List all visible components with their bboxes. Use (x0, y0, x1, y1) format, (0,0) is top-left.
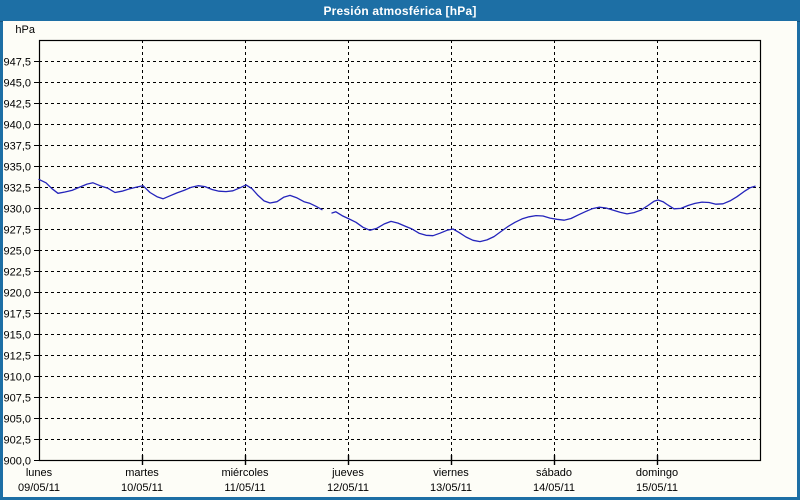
chart-content: 947,5 945,0 942,5 940,0 937,5 935,0 932,5 930,0… (3, 21, 797, 497)
y-tick-label: 910,0 (3, 372, 31, 384)
chart-title: Presión atmosférica [hPa] (323, 3, 477, 18)
y-tick-label: 937,5 (3, 141, 31, 153)
y-tick-label: 932,5 (3, 183, 31, 195)
y-tick-label: 940,0 (3, 120, 31, 132)
pressure-line-segment (331, 185, 756, 243)
x-tick-day-label: domingo (636, 467, 678, 479)
y-tick-label: 935,0 (3, 162, 31, 174)
x-tick-date-label: 12/05/11 (327, 482, 369, 494)
chart-title-bar: Presión atmosférica [hPa] (0, 0, 800, 22)
y-tick-label: 922,5 (3, 267, 31, 279)
x-tick-day-label: jueves (331, 467, 364, 479)
x-tick-day-label: lunes (26, 467, 53, 479)
y-tick-label: 905,0 (3, 414, 31, 426)
y-tick-label: 947,5 (3, 57, 31, 69)
y-axis-unit-label: hPa (15, 24, 35, 36)
y-tick-label: 907,5 (3, 393, 31, 405)
y-tick-label: 917,5 (3, 309, 31, 321)
y-tick-label: 925,0 (3, 246, 31, 258)
x-tick-day-label: miércoles (221, 467, 269, 479)
x-tick-date-label: 14/05/11 (533, 482, 575, 494)
y-tick-label: 927,5 (3, 225, 31, 237)
x-tick-date-label: 11/05/11 (224, 482, 265, 494)
y-tick-label: 900,0 (3, 456, 31, 468)
y-tick-label: 945,0 (3, 78, 31, 90)
pressure-line-segment (38, 178, 323, 211)
y-tick-label: 930,0 (3, 204, 31, 216)
y-tick-label: 942,5 (3, 99, 31, 111)
pressure-chart: 947,5 945,0 942,5 940,0 937,5 935,0 932,5 930,0… (3, 24, 762, 494)
x-tick-day-label: martes (125, 467, 159, 479)
y-tick-label: 912,5 (3, 351, 31, 363)
x-tick-date-label: 13/05/11 (430, 482, 472, 494)
x-tick-date-label: 15/05/11 (636, 482, 678, 494)
x-tick-day-label: viernes (433, 467, 469, 479)
y-tick-label: 915,0 (3, 330, 31, 342)
x-tick-date-label: 10/05/11 (121, 482, 163, 494)
y-tick-label: 902,5 (3, 435, 31, 447)
plot-frame (38, 39, 762, 462)
y-tick-label: 920,0 (3, 288, 31, 300)
x-tick-date-label: 09/05/11 (18, 482, 60, 494)
x-tick-day-label: sábado (536, 467, 572, 479)
